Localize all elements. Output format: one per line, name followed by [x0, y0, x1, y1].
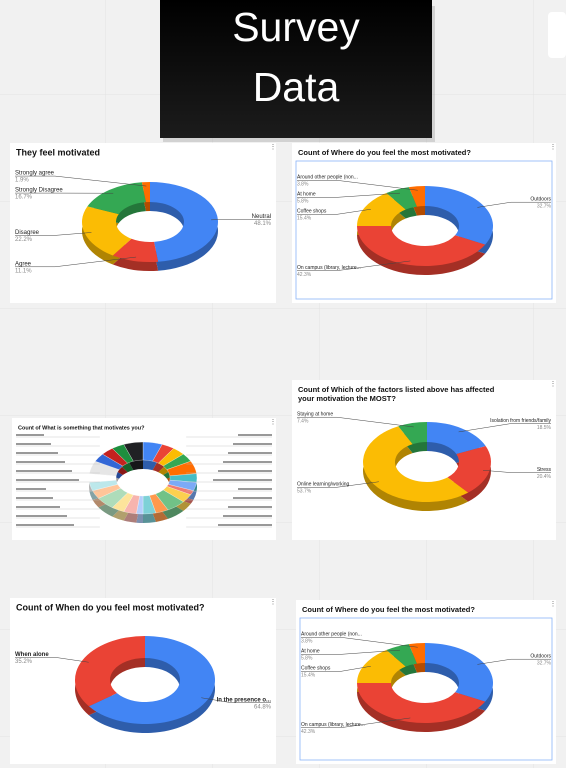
slice-label: Disagree [15, 230, 40, 236]
label-placeholder [228, 506, 272, 508]
slice-label: Staying at home [297, 412, 333, 418]
label-placeholder [238, 488, 272, 490]
value-label: 35.2% [15, 659, 33, 665]
label-placeholder [218, 524, 272, 526]
value-label: 15.4% [297, 216, 312, 222]
chart-card: ⋮ Count of What is something that motivat… [12, 418, 277, 540]
value-label: 11.1% [15, 268, 32, 274]
label-placeholder [16, 470, 72, 472]
chart-title: Count of Where do you feel the most moti… [298, 148, 471, 157]
label-placeholder [16, 497, 53, 499]
label-placeholder [213, 479, 272, 481]
chart-title: They feel motivated [16, 147, 100, 157]
slice-label: At home [301, 649, 320, 655]
chart-card: ⋮ Count of Where do you feel the most mot… [296, 600, 557, 764]
value-label: 32.7% [537, 661, 552, 667]
value-label: 48.1% [254, 221, 272, 227]
slice-label: On campus (library, lecture... [297, 265, 361, 271]
slice-label: Around other people (non... [297, 175, 358, 181]
value-label: 1.9% [15, 178, 29, 184]
slice-label: On campus (library, lecture... [301, 722, 365, 728]
label-placeholder [233, 443, 272, 445]
label-placeholder [16, 434, 44, 436]
label-placeholder [16, 488, 46, 490]
label-placeholder [16, 515, 67, 517]
card [10, 598, 276, 764]
label-placeholder [16, 479, 79, 481]
slice-label: Outdoors [530, 654, 551, 660]
value-label: 32.7% [537, 204, 552, 210]
slice-label: In the presence o... [217, 697, 272, 703]
slice-label: Neutral [252, 214, 271, 220]
slice-label: Strongly agree [15, 171, 55, 177]
card [296, 600, 556, 764]
slice-label: Isolation from friends/family [490, 418, 551, 424]
chart-card: ⋮ Count of Where do you feel the most mot… [292, 143, 557, 303]
value-label: 3.8% [301, 639, 313, 645]
title-line: Data [253, 64, 340, 110]
chart-title: Count of Where do you feel the most moti… [302, 605, 475, 614]
card [292, 143, 556, 303]
value-label: 42.3% [297, 272, 312, 278]
chart-card: ⋮ Count of Which of the factors listed ab… [292, 380, 557, 540]
value-label: 53.7% [297, 489, 312, 495]
value-label: 7.4% [297, 419, 309, 425]
slice-label: Coffee shops [297, 209, 327, 215]
title-line: Count of Which of the factors listed abo… [298, 385, 495, 394]
chart-card: ⋮ Count of When do you feel most motivate… [10, 598, 277, 764]
card [292, 380, 556, 540]
slice-label: Outdoors [530, 197, 551, 203]
label-placeholder [16, 524, 74, 526]
value-label: 18.5% [537, 425, 552, 431]
value-label: 64.8% [254, 704, 272, 710]
slice-label: Online learning/working [297, 482, 349, 488]
label-placeholder [233, 497, 272, 499]
slice-label: Around other people (non... [301, 632, 362, 638]
value-label: 3.8% [297, 182, 309, 188]
value-label: 16.7% [15, 195, 33, 201]
menu-dots: ⋮ [270, 599, 277, 606]
label-placeholder [16, 443, 51, 445]
menu-dots: ⋮ [550, 144, 557, 151]
label-placeholder [223, 461, 272, 463]
label-placeholder [223, 515, 272, 517]
label-placeholder [218, 470, 272, 472]
title-line: your motivation the MOST? [298, 394, 396, 403]
value-label: 5.8% [301, 656, 313, 662]
title-line: Survey [232, 4, 360, 50]
value-label: 15.4% [301, 673, 316, 679]
label-placeholder [238, 434, 272, 436]
slice-label: Stress [537, 467, 552, 473]
value-label: 42.3% [301, 729, 316, 735]
label-placeholder [228, 452, 272, 454]
label-placeholder [16, 452, 58, 454]
slice-label: At home [297, 192, 316, 198]
value-label: 22.2% [15, 237, 33, 243]
slice-label: Agree [15, 261, 32, 267]
card [10, 143, 276, 303]
chart-title: Count of When do you feel most motivated… [16, 602, 205, 612]
side-panel[interactable] [548, 12, 566, 58]
menu-dots: ⋮ [550, 601, 557, 608]
label-placeholder [16, 461, 65, 463]
menu-dots: ⋮ [270, 419, 277, 426]
value-label: 5.8% [297, 199, 309, 205]
menu-dots: ⋮ [550, 381, 557, 388]
menu-dots: ⋮ [270, 144, 277, 151]
slice-label: Strongly Disagree [15, 188, 63, 194]
value-label: 20.4% [537, 474, 552, 480]
chart-title: Count of What is something that motivate… [18, 425, 145, 431]
label-placeholder [16, 506, 60, 508]
slice-label: When alone [15, 652, 49, 658]
slice-label: Coffee shops [301, 666, 331, 672]
